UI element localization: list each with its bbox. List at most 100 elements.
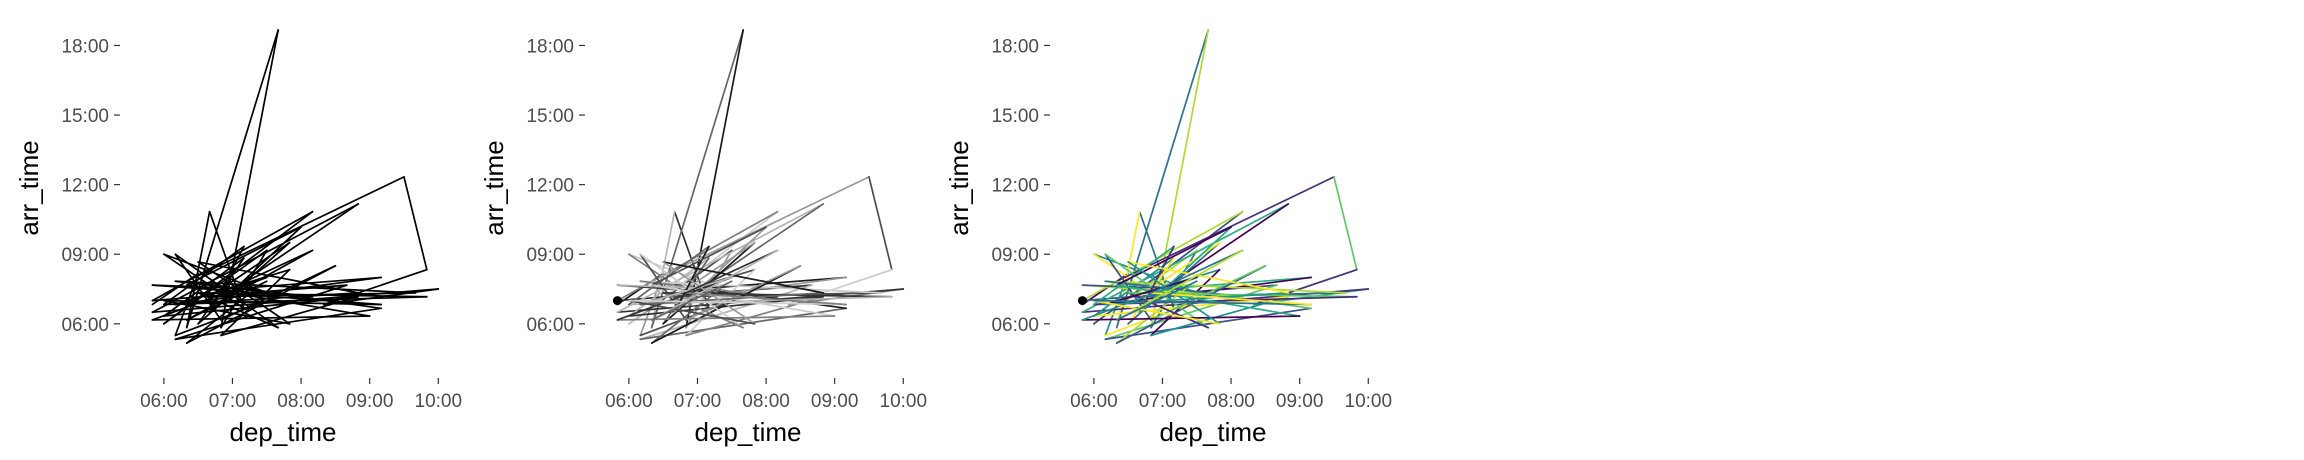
path-segment xyxy=(616,203,825,314)
x-tick-label: 09:00 xyxy=(346,391,394,412)
path-segment xyxy=(650,288,722,344)
y-tick-label: 12:00 xyxy=(991,176,1039,197)
x-tick-label: 07:00 xyxy=(209,391,257,412)
path-segment xyxy=(197,261,360,294)
path-segment xyxy=(220,249,314,294)
path-segment xyxy=(1150,292,1312,306)
path-segment xyxy=(220,292,382,306)
path-segment xyxy=(639,276,847,306)
path-segment xyxy=(616,276,733,321)
path-segment xyxy=(1115,176,1335,283)
path-segment xyxy=(639,292,825,306)
y-tick-label: 06:00 xyxy=(991,315,1039,336)
path-segment xyxy=(1104,276,1198,306)
x-tick-label: 06:00 xyxy=(605,391,653,412)
y-tick-label: 06:00 xyxy=(526,315,574,336)
path-segment xyxy=(403,176,428,271)
start-point xyxy=(612,296,622,306)
x-axis-title: dep_time xyxy=(1160,417,1267,447)
y-tick-label: 09:00 xyxy=(526,245,574,266)
x-tick-label: 08:00 xyxy=(277,391,325,412)
path-segment xyxy=(1093,299,1221,325)
path-segment xyxy=(151,203,360,314)
path-segment xyxy=(1115,288,1187,344)
y-tick-label: 18:00 xyxy=(61,36,109,57)
path-segment xyxy=(1093,245,1175,306)
series-path xyxy=(1081,29,1370,344)
path-segment xyxy=(1081,203,1290,314)
path-segment xyxy=(650,284,836,317)
x-tick-label: 07:00 xyxy=(1139,391,1187,412)
path-segment xyxy=(1115,284,1301,317)
x-tick-label: 08:00 xyxy=(1207,391,1255,412)
y-tick-label: 06:00 xyxy=(61,315,109,336)
path-segment xyxy=(174,307,382,341)
path-segment xyxy=(650,280,733,321)
path-segment xyxy=(185,226,302,286)
panel-3: 06:00 09:00 12:00 15:00 18:00 06:00 07:00 08:00… xyxy=(944,29,1393,447)
path-segment xyxy=(1115,226,1232,286)
path-segment xyxy=(174,292,360,306)
path-segment xyxy=(1104,276,1312,306)
path-segment xyxy=(650,249,779,321)
y-axis-title: arr_time xyxy=(479,140,509,235)
path-segment xyxy=(174,276,268,306)
path-segment xyxy=(1081,276,1198,321)
y-tick-label: 18:00 xyxy=(526,36,574,57)
path-segment xyxy=(628,299,756,325)
x-tick-label: 10:00 xyxy=(880,391,928,412)
path-segment xyxy=(639,307,847,341)
path-segment xyxy=(628,299,847,306)
path-segment xyxy=(1127,261,1290,294)
y-tick-label: 15:00 xyxy=(991,106,1039,127)
path-segment xyxy=(185,288,257,344)
x-tick-label: 08:00 xyxy=(742,391,790,412)
y-axis-title: arr_time xyxy=(944,140,974,235)
x-tick-label: 09:00 xyxy=(1276,391,1324,412)
x-tick-label: 10:00 xyxy=(1345,391,1393,412)
y-tick-label: 09:00 xyxy=(991,245,1039,266)
path-segment xyxy=(163,245,245,306)
path-segment xyxy=(151,276,268,321)
path-segment xyxy=(1104,307,1312,341)
x-tick-label: 07:00 xyxy=(674,391,722,412)
path-segment xyxy=(1150,249,1244,294)
path-segment xyxy=(185,249,314,321)
x-tick-label: 10:00 xyxy=(415,391,463,412)
path-segment xyxy=(685,292,847,306)
panel-1: 06:00 09:00 12:00 15:00 18:00 06:00 07:00 08:00… xyxy=(14,29,463,447)
path-segment xyxy=(868,176,893,271)
path-segment xyxy=(1333,176,1358,271)
series-path xyxy=(616,29,905,344)
path-segment xyxy=(163,299,382,306)
path-segment xyxy=(1104,292,1290,306)
path-segment xyxy=(1115,249,1244,321)
path-segment xyxy=(174,276,382,306)
path-segment xyxy=(1093,299,1312,306)
path-segment xyxy=(650,176,870,283)
path-segment xyxy=(185,176,405,283)
x-tick-label: 06:00 xyxy=(1070,391,1118,412)
y-tick-label: 12:00 xyxy=(526,176,574,197)
x-axis-title: dep_time xyxy=(695,417,802,447)
path-segment xyxy=(628,245,710,306)
y-tick-label: 18:00 xyxy=(991,36,1039,57)
series-path xyxy=(151,29,440,344)
path-segment xyxy=(163,299,291,325)
x-tick-label: 06:00 xyxy=(140,391,188,412)
path-segment xyxy=(662,261,825,294)
y-tick-label: 15:00 xyxy=(526,106,574,127)
path-segment xyxy=(1115,280,1198,321)
path-segment xyxy=(185,280,268,321)
path-segment xyxy=(185,284,371,317)
y-tick-label: 12:00 xyxy=(61,176,109,197)
path-segment xyxy=(685,249,779,294)
x-axis-title: dep_time xyxy=(230,417,337,447)
start-point xyxy=(1077,296,1087,306)
path-segment xyxy=(650,226,767,286)
path-segment xyxy=(639,276,733,306)
y-tick-label: 09:00 xyxy=(61,245,109,266)
y-tick-label: 15:00 xyxy=(61,106,109,127)
y-axis-title: arr_time xyxy=(14,140,44,235)
